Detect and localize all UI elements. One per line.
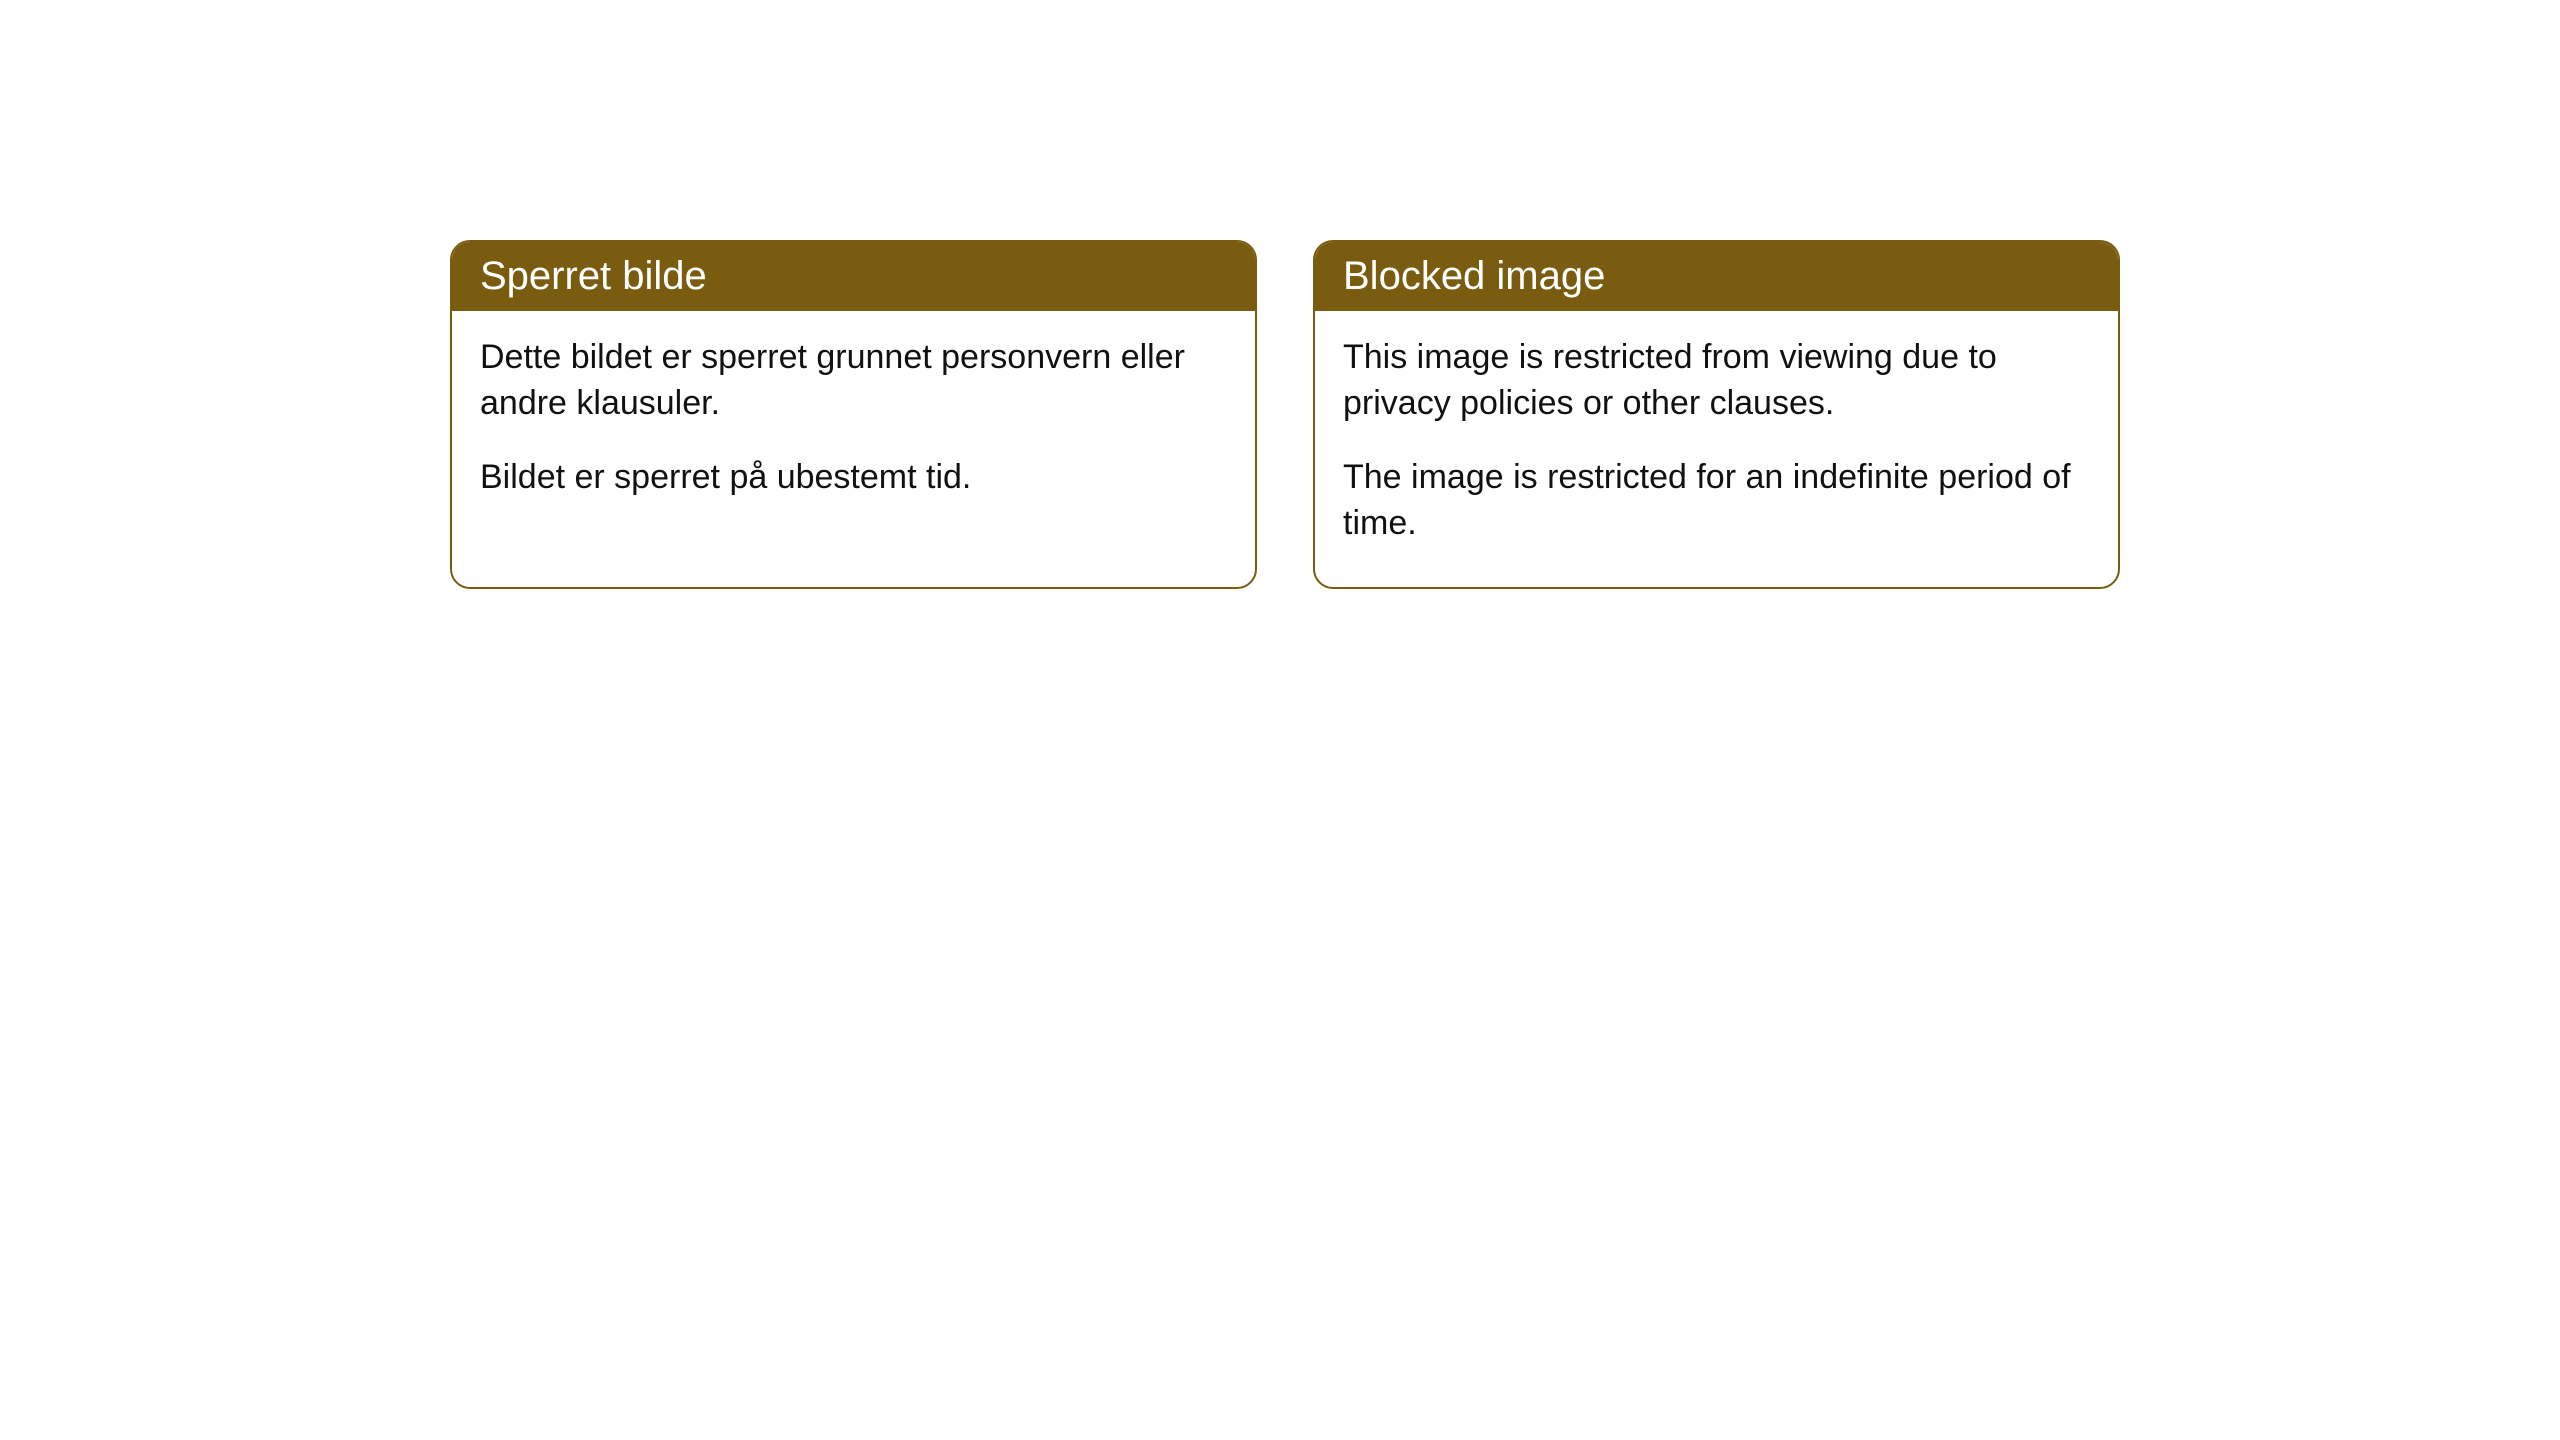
card-paragraph: Bildet er sperret på ubestemt tid. — [480, 455, 1227, 501]
blocked-image-card-norwegian: Sperret bilde Dette bildet er sperret gr… — [450, 240, 1257, 589]
card-body: This image is restricted from viewing du… — [1315, 311, 2118, 587]
card-header: Sperret bilde — [452, 242, 1255, 311]
card-paragraph: Dette bildet er sperret grunnet personve… — [480, 335, 1227, 427]
card-body: Dette bildet er sperret grunnet personve… — [452, 311, 1255, 541]
card-header: Blocked image — [1315, 242, 2118, 311]
notice-cards-container: Sperret bilde Dette bildet er sperret gr… — [0, 0, 2560, 589]
blocked-image-card-english: Blocked image This image is restricted f… — [1313, 240, 2120, 589]
card-title: Blocked image — [1343, 254, 1605, 298]
card-paragraph: This image is restricted from viewing du… — [1343, 335, 2090, 427]
card-paragraph: The image is restricted for an indefinit… — [1343, 455, 2090, 547]
card-title: Sperret bilde — [480, 254, 707, 298]
